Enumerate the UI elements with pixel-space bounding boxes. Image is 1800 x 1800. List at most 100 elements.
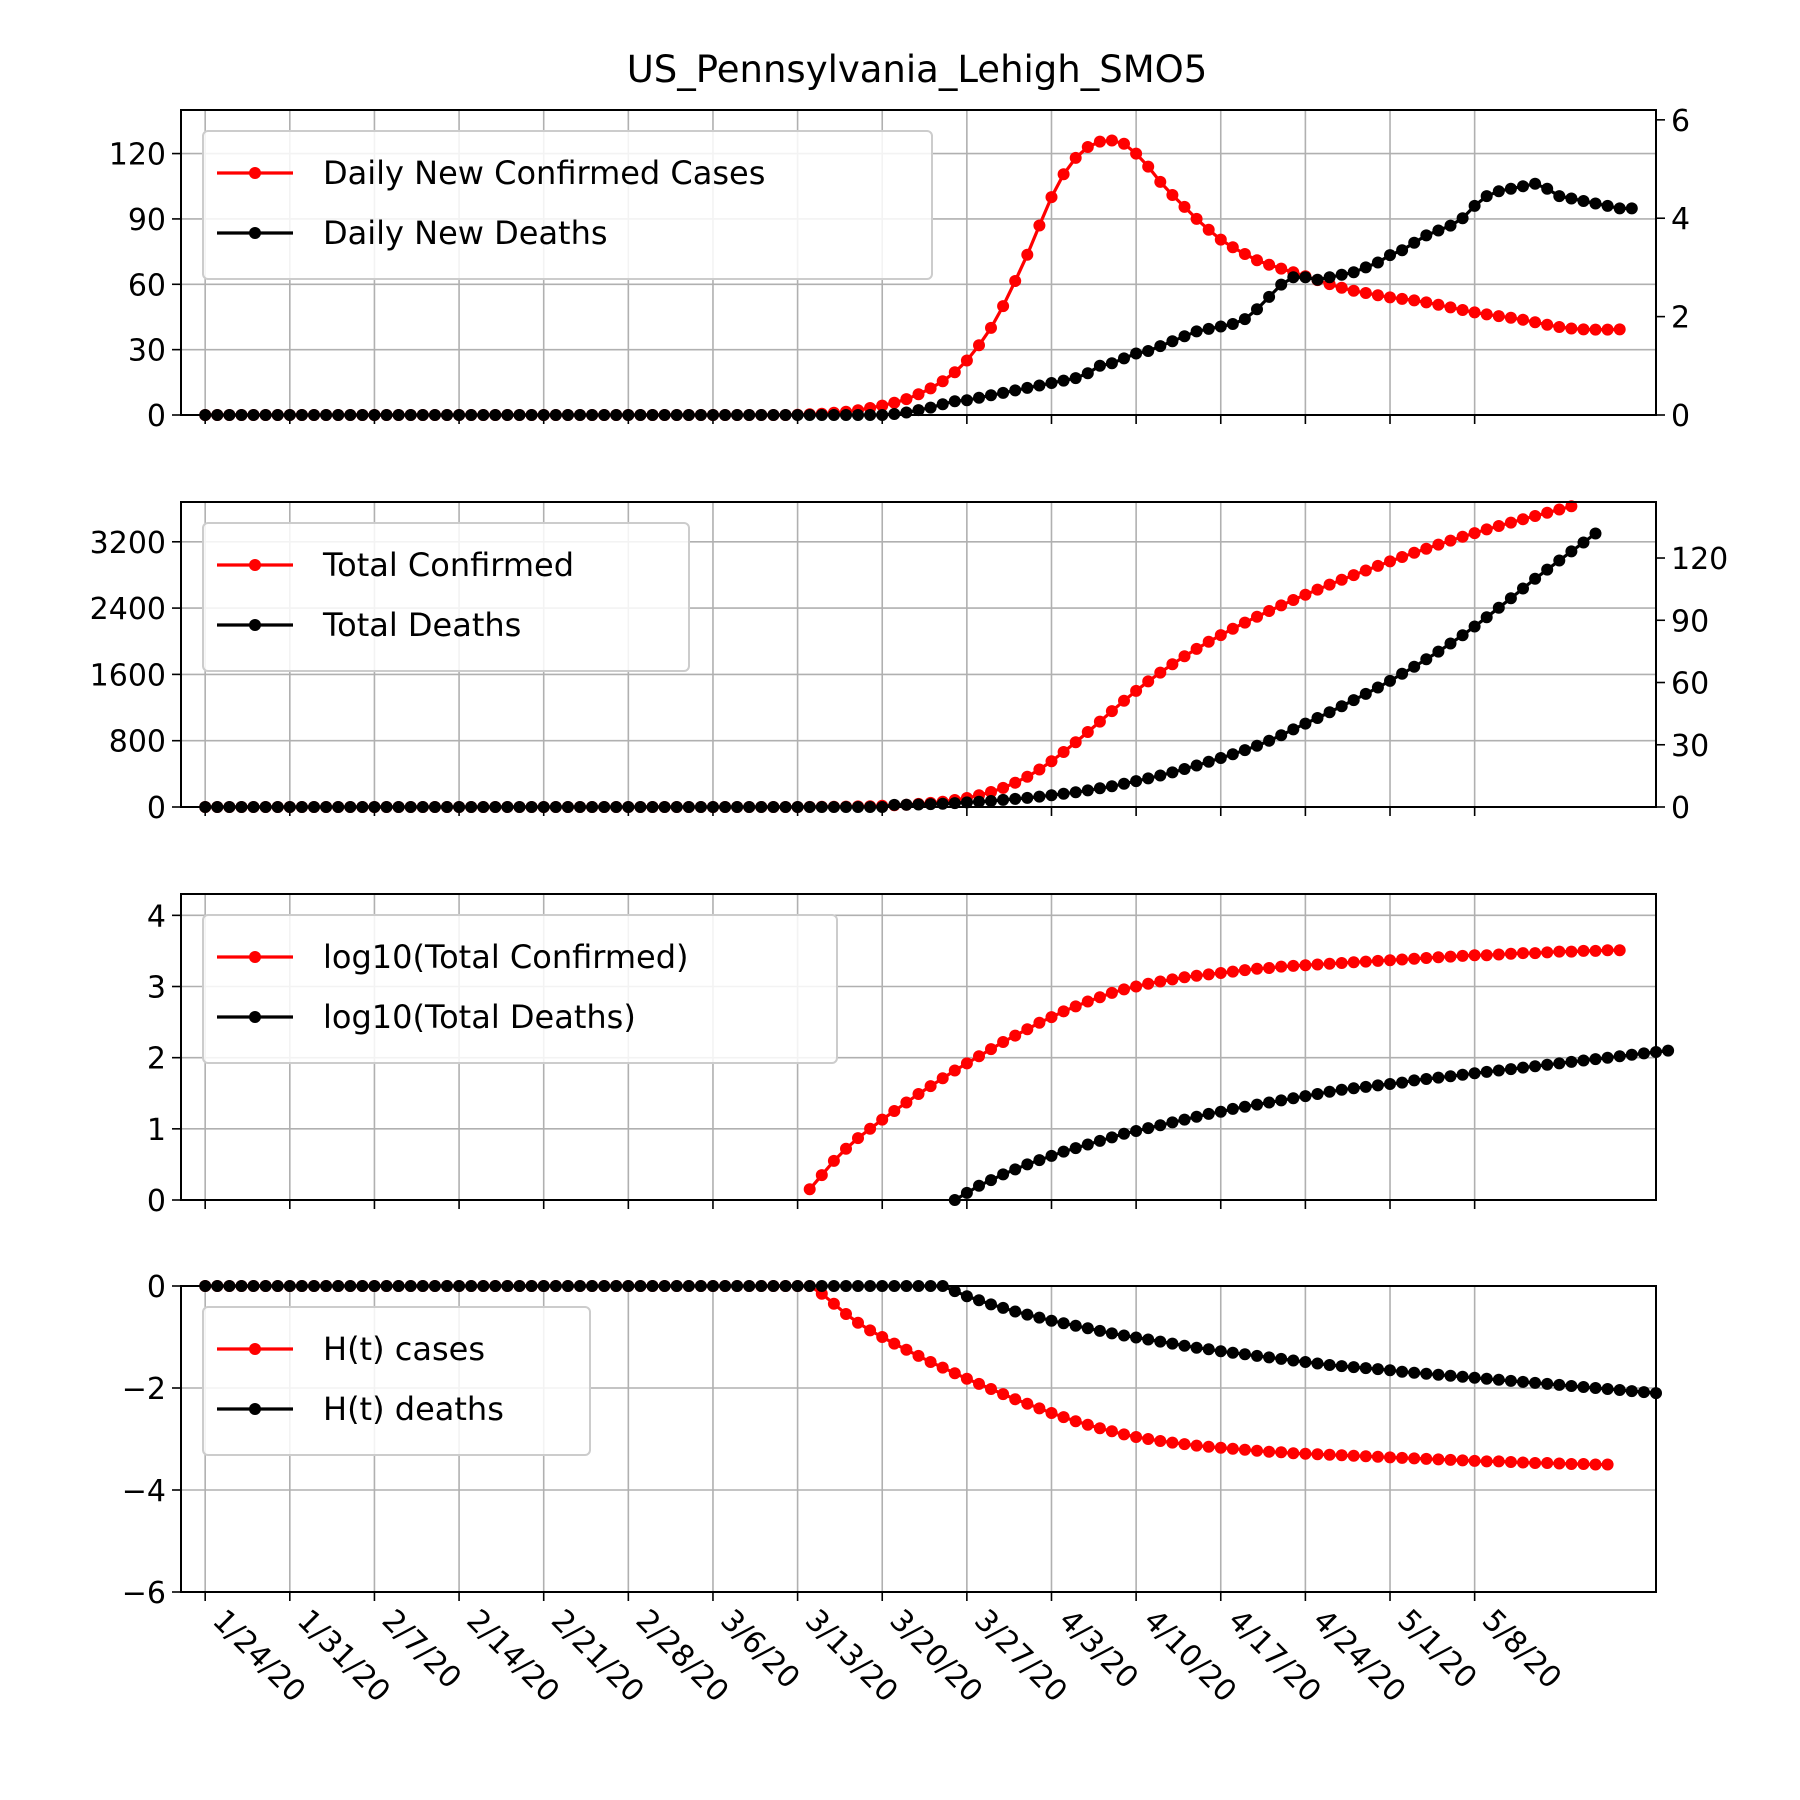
data-point bbox=[1142, 1433, 1155, 1445]
axes-frame bbox=[180, 893, 1657, 1201]
data-point bbox=[1081, 995, 1094, 1008]
data-point bbox=[1154, 1335, 1167, 1348]
data-point bbox=[1021, 1023, 1034, 1036]
data-point bbox=[1021, 248, 1034, 261]
data-point bbox=[1202, 635, 1215, 648]
data-point bbox=[1553, 503, 1566, 516]
data-point bbox=[912, 1349, 925, 1362]
data-point bbox=[1589, 1382, 1602, 1394]
data-point bbox=[948, 1367, 961, 1380]
data-point bbox=[1541, 182, 1554, 195]
legend-box bbox=[202, 1306, 591, 1456]
legend-label: Total Confirmed bbox=[322, 546, 574, 584]
legend-label: Daily New Deaths bbox=[323, 214, 608, 252]
data-point bbox=[1492, 1373, 1505, 1386]
data-point bbox=[1033, 790, 1046, 803]
data-point bbox=[1130, 1125, 1143, 1137]
data-point bbox=[1263, 1351, 1276, 1364]
data-point bbox=[1142, 977, 1155, 990]
data-point bbox=[1287, 1354, 1300, 1367]
data-point bbox=[1504, 1063, 1517, 1076]
data-point bbox=[960, 354, 973, 367]
data-point bbox=[1577, 1054, 1590, 1067]
data-point bbox=[1299, 1090, 1312, 1103]
data-point bbox=[960, 796, 973, 809]
data-point bbox=[1057, 168, 1070, 181]
data-point bbox=[1263, 1445, 1276, 1458]
data-point bbox=[1468, 620, 1481, 633]
data-point bbox=[1408, 952, 1421, 965]
data-point bbox=[1021, 1308, 1034, 1321]
data-point bbox=[1238, 616, 1251, 629]
data-point bbox=[888, 1337, 901, 1350]
data-point bbox=[1396, 953, 1409, 966]
data-point bbox=[1371, 1363, 1384, 1376]
data-point bbox=[1226, 622, 1239, 635]
data-point bbox=[1202, 1343, 1215, 1356]
data-point bbox=[1190, 1341, 1203, 1354]
data-point bbox=[1432, 1368, 1445, 1381]
data-point bbox=[1529, 1457, 1542, 1469]
data-point bbox=[1396, 667, 1409, 680]
data-point bbox=[1069, 372, 1082, 385]
data-point bbox=[1432, 298, 1445, 311]
data-point bbox=[948, 1285, 961, 1298]
legend-label: Daily New Confirmed Cases bbox=[323, 154, 765, 192]
data-point bbox=[1384, 954, 1396, 967]
data-point bbox=[1190, 1110, 1203, 1123]
data-point bbox=[1517, 180, 1529, 193]
legend-label: H(t) deaths bbox=[323, 1390, 504, 1428]
data-point bbox=[1577, 195, 1590, 207]
data-point bbox=[936, 1361, 949, 1374]
y-tick-label: 3200 bbox=[90, 526, 166, 561]
data-point bbox=[1142, 1333, 1155, 1346]
data-point bbox=[924, 798, 937, 811]
data-point bbox=[1553, 190, 1566, 203]
data-point bbox=[1166, 658, 1179, 671]
data-point bbox=[1662, 1044, 1675, 1057]
x-tick-label: 5/8/20 bbox=[1475, 1603, 1568, 1696]
data-point bbox=[827, 1297, 840, 1310]
data-point bbox=[1517, 947, 1529, 960]
data-point bbox=[1105, 1131, 1118, 1144]
data-point bbox=[1166, 766, 1179, 779]
data-point bbox=[1287, 723, 1300, 736]
data-point bbox=[1275, 729, 1288, 742]
data-point bbox=[1359, 955, 1372, 968]
data-point bbox=[1601, 1458, 1614, 1471]
data-point bbox=[912, 1088, 925, 1100]
legend-marker bbox=[249, 619, 261, 631]
data-point bbox=[1105, 780, 1118, 793]
y2-tick-label: 0 bbox=[1671, 791, 1690, 826]
data-point bbox=[985, 321, 997, 334]
legend-marker bbox=[249, 1403, 261, 1415]
data-point bbox=[997, 386, 1010, 399]
data-point bbox=[1311, 1448, 1324, 1461]
data-point bbox=[1504, 1374, 1517, 1387]
data-point bbox=[1541, 1377, 1554, 1390]
data-point bbox=[1577, 1381, 1590, 1393]
data-point bbox=[1384, 249, 1396, 262]
y-tick-label: 0 bbox=[147, 1184, 166, 1219]
y-tick-label: 1600 bbox=[90, 658, 166, 693]
data-point bbox=[1480, 523, 1493, 536]
data-point bbox=[1456, 629, 1469, 642]
data-point bbox=[1335, 1360, 1348, 1373]
data-point bbox=[1456, 949, 1469, 962]
data-point bbox=[1565, 192, 1578, 205]
data-point bbox=[1299, 271, 1312, 284]
data-point bbox=[1613, 1050, 1626, 1063]
data-point bbox=[1130, 684, 1143, 697]
series-log10-total-confirmed bbox=[803, 944, 1626, 1196]
data-point bbox=[1577, 323, 1590, 336]
series-line bbox=[953, 1049, 1669, 1202]
data-point bbox=[1299, 588, 1312, 601]
data-point bbox=[985, 1043, 997, 1056]
data-point bbox=[900, 406, 913, 419]
data-point bbox=[1565, 1380, 1578, 1392]
data-point bbox=[852, 1316, 864, 1329]
data-point bbox=[1287, 594, 1300, 606]
data-point bbox=[1130, 1431, 1143, 1443]
